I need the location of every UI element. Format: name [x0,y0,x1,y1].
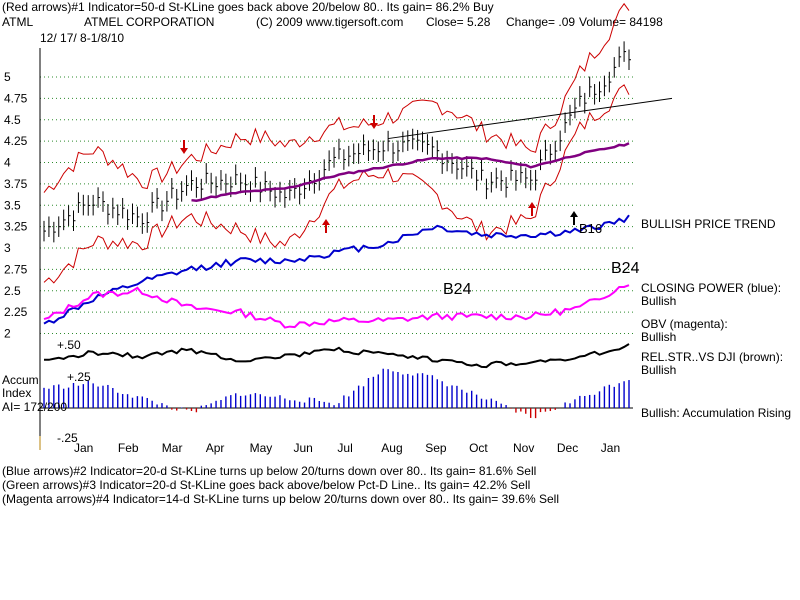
bullish-trend-label: BULLISH PRICE TREND [641,217,776,231]
series-relative-strength [43,343,630,369]
closing-power-state: Bullish [641,294,677,308]
series-lines [43,142,630,369]
accum-label: Accum [2,373,39,387]
obv-state: Bullish [641,330,677,344]
indicator2-line: (Blue arrows)#2 Indicator=20-d St-KLine … [2,464,537,478]
obv-label: OBV (magenta): [641,317,728,331]
x-tick-label: Dec [557,441,578,455]
signal-arrow-head [322,219,330,225]
relstr-state: Bullish [641,363,677,377]
x-tick-label: Jun [294,441,313,455]
gridlines [40,76,633,409]
x-tick-label: Jan [601,441,620,455]
series-obv [43,284,630,329]
x-tick-label: Jul [337,441,352,455]
y-tick-label: 3 [4,241,11,255]
change-value: Change= .09 [506,15,576,29]
y-tick-label: 2 [4,327,11,341]
x-tick-label: Mar [162,441,183,455]
lower-band [43,84,630,284]
signal-arrow-head [570,211,578,217]
x-axis: Jan Feb Mar Apr May Jun Jul Aug Sep Oct Nov Dec Jan [74,441,620,455]
bollinger-bands [43,2,673,284]
signal-arrow-head [528,202,536,208]
y-axis: 2 2.25 2.5 2.75 3 3.25 3.5 3.75 4 4.25 4.5 4.75 5 [4,48,41,450]
y-tick-label: 2.25 [4,305,28,319]
y-tick-label: 3.25 [4,220,28,234]
b24-annotation-left: B24 [443,281,472,298]
b16-annotation: B16 [579,221,603,236]
x-tick-label: Oct [469,441,488,455]
y-tick-label: 2.75 [4,262,28,276]
closing-power-label: CLOSING POWER (blue): [641,281,782,295]
trend-line [388,97,673,140]
x-tick-label: Jan [74,441,93,455]
close-value: Close= 5.28 [426,15,491,29]
ai-value: AI= 172/200 [2,400,68,414]
x-tick-label: Sep [425,441,447,455]
y-tick-label: 4.25 [4,134,28,148]
minus25-label: -.25 [57,431,78,445]
relstr-label: REL.STR..VS DJI (brown): [641,350,784,364]
indicator1-line: (Red arrows)#1 Indicator=50-d St-KLine g… [2,0,494,14]
signal-arrow-head [370,123,378,129]
x-tick-label: Nov [513,441,534,455]
series-50-day-ma [191,142,630,202]
accumulation-histogram [43,368,630,419]
y-tick-label: 4.75 [4,91,28,105]
y-tick-label: 5 [4,70,11,84]
upper-band [43,2,630,193]
y-tick-label: 3.5 [4,198,21,212]
accum-rising-label: Bullish: Accumulation Rising [641,406,792,420]
series-closing-power [43,214,630,325]
x-tick-label: Apr [206,441,225,455]
indicator3-line: (Green arrows)#3 Indicator=20-d St-KLine… [2,478,531,492]
y-tick-label: 3.75 [4,177,28,191]
signal-arrow-head [180,148,188,154]
price-bars [43,41,631,243]
company-name: ATMEL CORPORATION [84,15,215,29]
plus25-label: +.25 [67,370,91,384]
x-tick-label: May [250,441,273,455]
y-tick-label: 4 [4,156,11,170]
plus50-label: +.50 [57,338,81,352]
x-tick-label: Aug [381,441,402,455]
volume-value: Volume= 84198 [579,15,663,29]
y-tick-label: 2.5 [4,284,21,298]
ticker: ATML [2,15,34,29]
y-tick-label: 4.5 [4,113,21,127]
indicator4-line: (Magenta arrows)#4 Indicator=14-d St-KLi… [2,492,559,506]
index-label: Index [2,386,32,400]
b24-annotation-right: B24 [611,260,640,277]
signal-arrows [180,115,578,233]
date-range: 12/ 17/ 8-1/8/10 [40,31,125,45]
copyright: (C) 2009 www.tigersoft.com [256,15,404,29]
x-tick-label: Feb [118,441,139,455]
